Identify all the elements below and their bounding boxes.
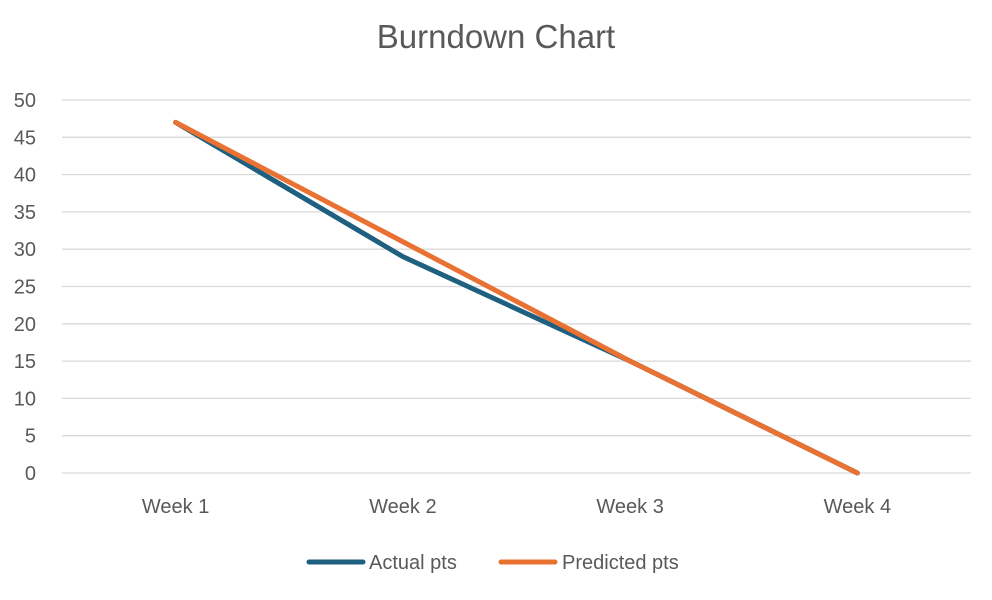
y-tick-label: 0 [25, 463, 36, 485]
series-lines [173, 119, 860, 476]
y-axis-ticks: 0 5 10 15 20 25 30 35 40 45 50 [14, 90, 36, 485]
y-tick-label: 30 [14, 239, 36, 261]
x-tick-label: Week 1 [142, 496, 209, 518]
y-tick-label: 50 [14, 90, 36, 112]
y-tick-label: 35 [14, 202, 36, 224]
y-tick-label: 25 [14, 277, 36, 299]
gridlines [62, 99, 971, 474]
legend-label: Actual pts [369, 552, 457, 574]
x-tick-label: Week 4 [824, 496, 891, 518]
y-tick-label: 45 [14, 127, 36, 149]
y-tick-label: 15 [14, 351, 36, 373]
series-line-predicted [173, 119, 860, 476]
chart-title: Burndown Chart [376, 18, 616, 55]
x-axis-ticks: Week 1 Week 2 Week 3 Week 4 [142, 496, 891, 518]
x-tick-label: Week 2 [369, 496, 436, 518]
legend: Actual pts Predicted pts [306, 552, 679, 574]
x-tick-label: Week 3 [596, 496, 663, 518]
y-tick-label: 5 [25, 426, 36, 448]
legend-label: Predicted pts [562, 552, 679, 574]
y-tick-label: 20 [14, 314, 36, 336]
y-tick-label: 10 [14, 388, 36, 410]
y-tick-label: 40 [14, 165, 36, 187]
